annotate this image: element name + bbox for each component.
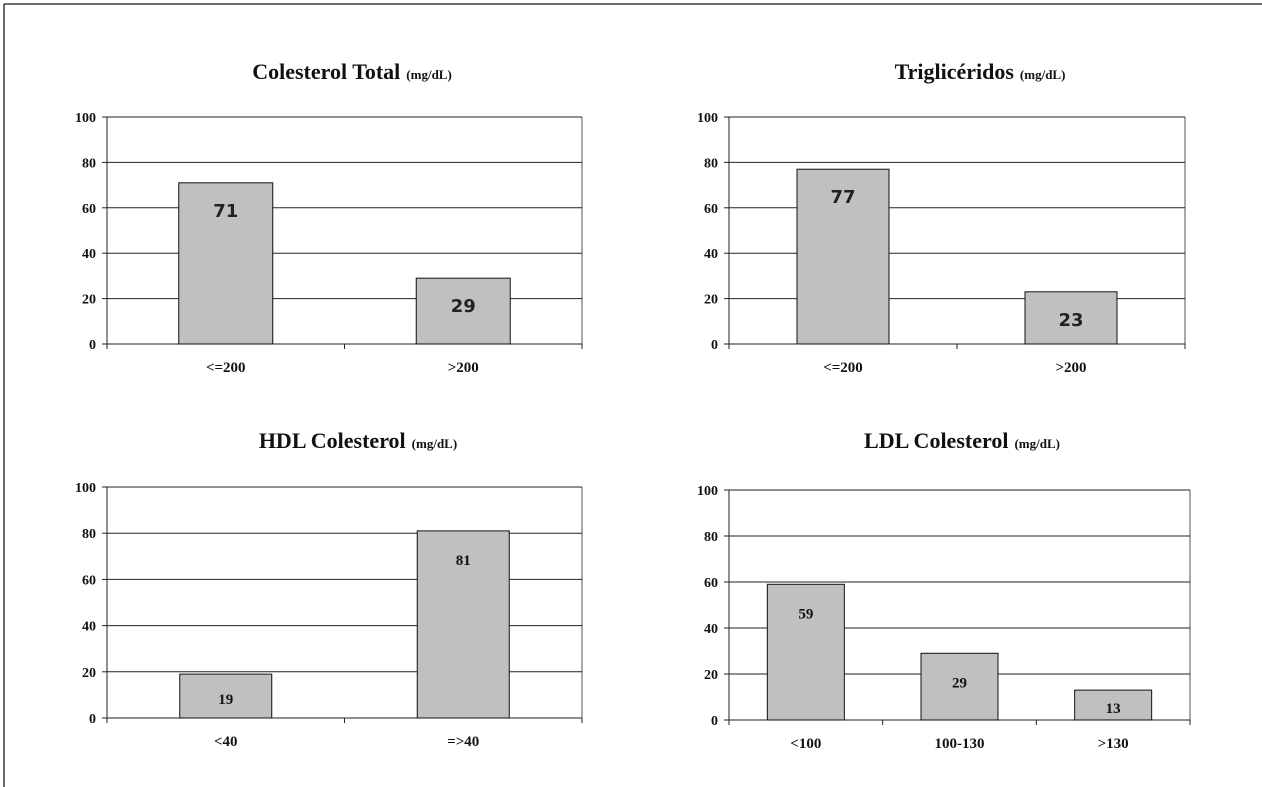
chart-panel-4: LDL Colesterol (mg/dL) 0 20 40 60 80 100 <100 59 1… [697, 428, 1191, 752]
x-category-label: >200 [1055, 360, 1086, 376]
charts-group: Colesterol Total (mg/dL) 0 20 40 60 80 100 <=200… [75, 59, 1191, 752]
y-tick-label: 100 [697, 484, 718, 499]
bar-1 [179, 673, 273, 719]
y-tick-label: 60 [704, 576, 718, 591]
data-label: 19 [218, 692, 233, 708]
data-label: 29 [952, 675, 967, 691]
x-category-label: >200 [448, 360, 479, 376]
data-label: 77 [830, 187, 855, 208]
data-label: 81 [456, 553, 471, 569]
chart-panel-2: Triglicéridos (mg/dL) 0 20 40 60 80 100 <=200 77 >… [697, 59, 1186, 376]
y-tick-label: 100 [75, 111, 96, 126]
y-tick-label: 60 [704, 202, 718, 217]
data-label: 71 [213, 201, 238, 222]
data-label: 29 [451, 296, 476, 317]
bar-2 [416, 530, 510, 719]
chart-title-unit: (mg/dL) [412, 436, 458, 451]
data-label: 13 [1106, 701, 1121, 717]
y-tick-label: 20 [82, 666, 96, 681]
y-tick-label: 40 [704, 247, 718, 262]
y-tick-label: 40 [82, 247, 96, 262]
y-tick-label: 80 [82, 527, 96, 542]
y-tick-label: 0 [89, 712, 96, 727]
x-category-label: <=200 [206, 360, 246, 376]
bar-3 [1074, 689, 1153, 721]
x-category-label: >130 [1098, 736, 1129, 752]
chart-title-unit: (mg/dL) [1014, 436, 1060, 451]
bar-2 [415, 277, 511, 345]
bar-1 [766, 583, 845, 721]
chart-title: Colesterol Total (mg/dL) [252, 59, 452, 84]
chart-title-unit: (mg/dL) [1020, 67, 1066, 82]
data-label: 59 [798, 606, 813, 622]
chart-title: HDL Colesterol (mg/dL) [259, 428, 457, 453]
chart-panel-3: HDL Colesterol (mg/dL) 0 20 40 60 80 100 <40 19 =>… [75, 428, 583, 750]
y-tick-label: 60 [82, 573, 96, 588]
chart-title-main: HDL Colesterol [259, 428, 406, 453]
y-tick-label: 20 [704, 668, 718, 683]
y-tick-label: 100 [75, 481, 96, 496]
y-tick-label: 80 [704, 156, 718, 171]
chart-title-unit: (mg/dL) [406, 67, 452, 82]
bar-2 [920, 652, 999, 721]
y-tick-label: 60 [82, 202, 96, 217]
chart-title: LDL Colesterol (mg/dL) [864, 428, 1060, 453]
x-category-label: <40 [214, 734, 238, 750]
y-tick-label: 0 [711, 714, 718, 729]
y-tick-label: 40 [704, 622, 718, 637]
y-tick-label: 0 [711, 338, 718, 353]
y-tick-label: 0 [89, 338, 96, 353]
bar-1 [796, 168, 890, 345]
y-tick-label: 80 [82, 156, 96, 171]
bar-2 [1024, 291, 1118, 345]
y-tick-label: 80 [704, 530, 718, 545]
chart-title-main: LDL Colesterol [864, 428, 1008, 453]
chart-panel-1: Colesterol Total (mg/dL) 0 20 40 60 80 100 <=200… [75, 59, 583, 376]
x-category-label: 100-130 [935, 736, 985, 752]
bar-1 [178, 182, 274, 345]
chart-title-main: Colesterol Total [252, 59, 400, 84]
y-tick-label: 100 [697, 111, 718, 126]
data-label: 23 [1058, 310, 1083, 331]
x-category-label: <=200 [823, 360, 863, 376]
x-category-label: <100 [790, 736, 821, 752]
x-category-label: =>40 [447, 734, 479, 750]
chart-title: Triglicéridos (mg/dL) [895, 59, 1066, 84]
y-tick-label: 20 [704, 293, 718, 308]
y-tick-label: 20 [82, 293, 96, 308]
chart-title-main: Triglicéridos [895, 59, 1015, 84]
y-tick-label: 40 [82, 620, 96, 635]
